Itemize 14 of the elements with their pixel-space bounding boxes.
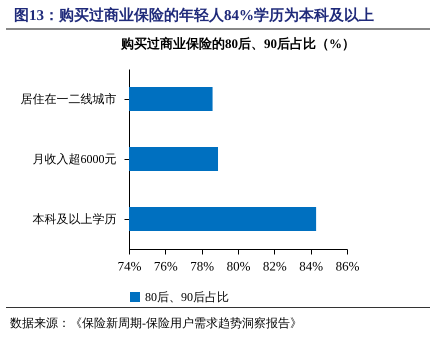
x-tick-label: 86% xyxy=(336,258,360,274)
chart-title: 图13：购买过商业保险的年轻人84%学历为本科及以上 xyxy=(6,0,430,30)
x-tick-label: 74% xyxy=(118,258,142,274)
x-tick-label: 84% xyxy=(299,258,324,274)
x-tick-label: 80% xyxy=(226,258,251,274)
chart-subtitle: 购买过商业保险的80后、90后占比（%） xyxy=(120,36,355,51)
y-tick-label: 本科及以上学历 xyxy=(32,212,116,226)
x-tick-label: 82% xyxy=(262,258,287,274)
x-tick-label: 78% xyxy=(190,258,214,274)
x-tick-label: 76% xyxy=(154,258,178,274)
source-note: 数据来源：《保险新周期-保险用户需求趋势洞察报告》 xyxy=(6,307,430,338)
legend-label: 80后、90后占比 xyxy=(145,290,229,304)
y-tick-label: 月收入超6000元 xyxy=(32,152,116,166)
y-tick-label: 居住在一二线城市 xyxy=(20,92,116,106)
